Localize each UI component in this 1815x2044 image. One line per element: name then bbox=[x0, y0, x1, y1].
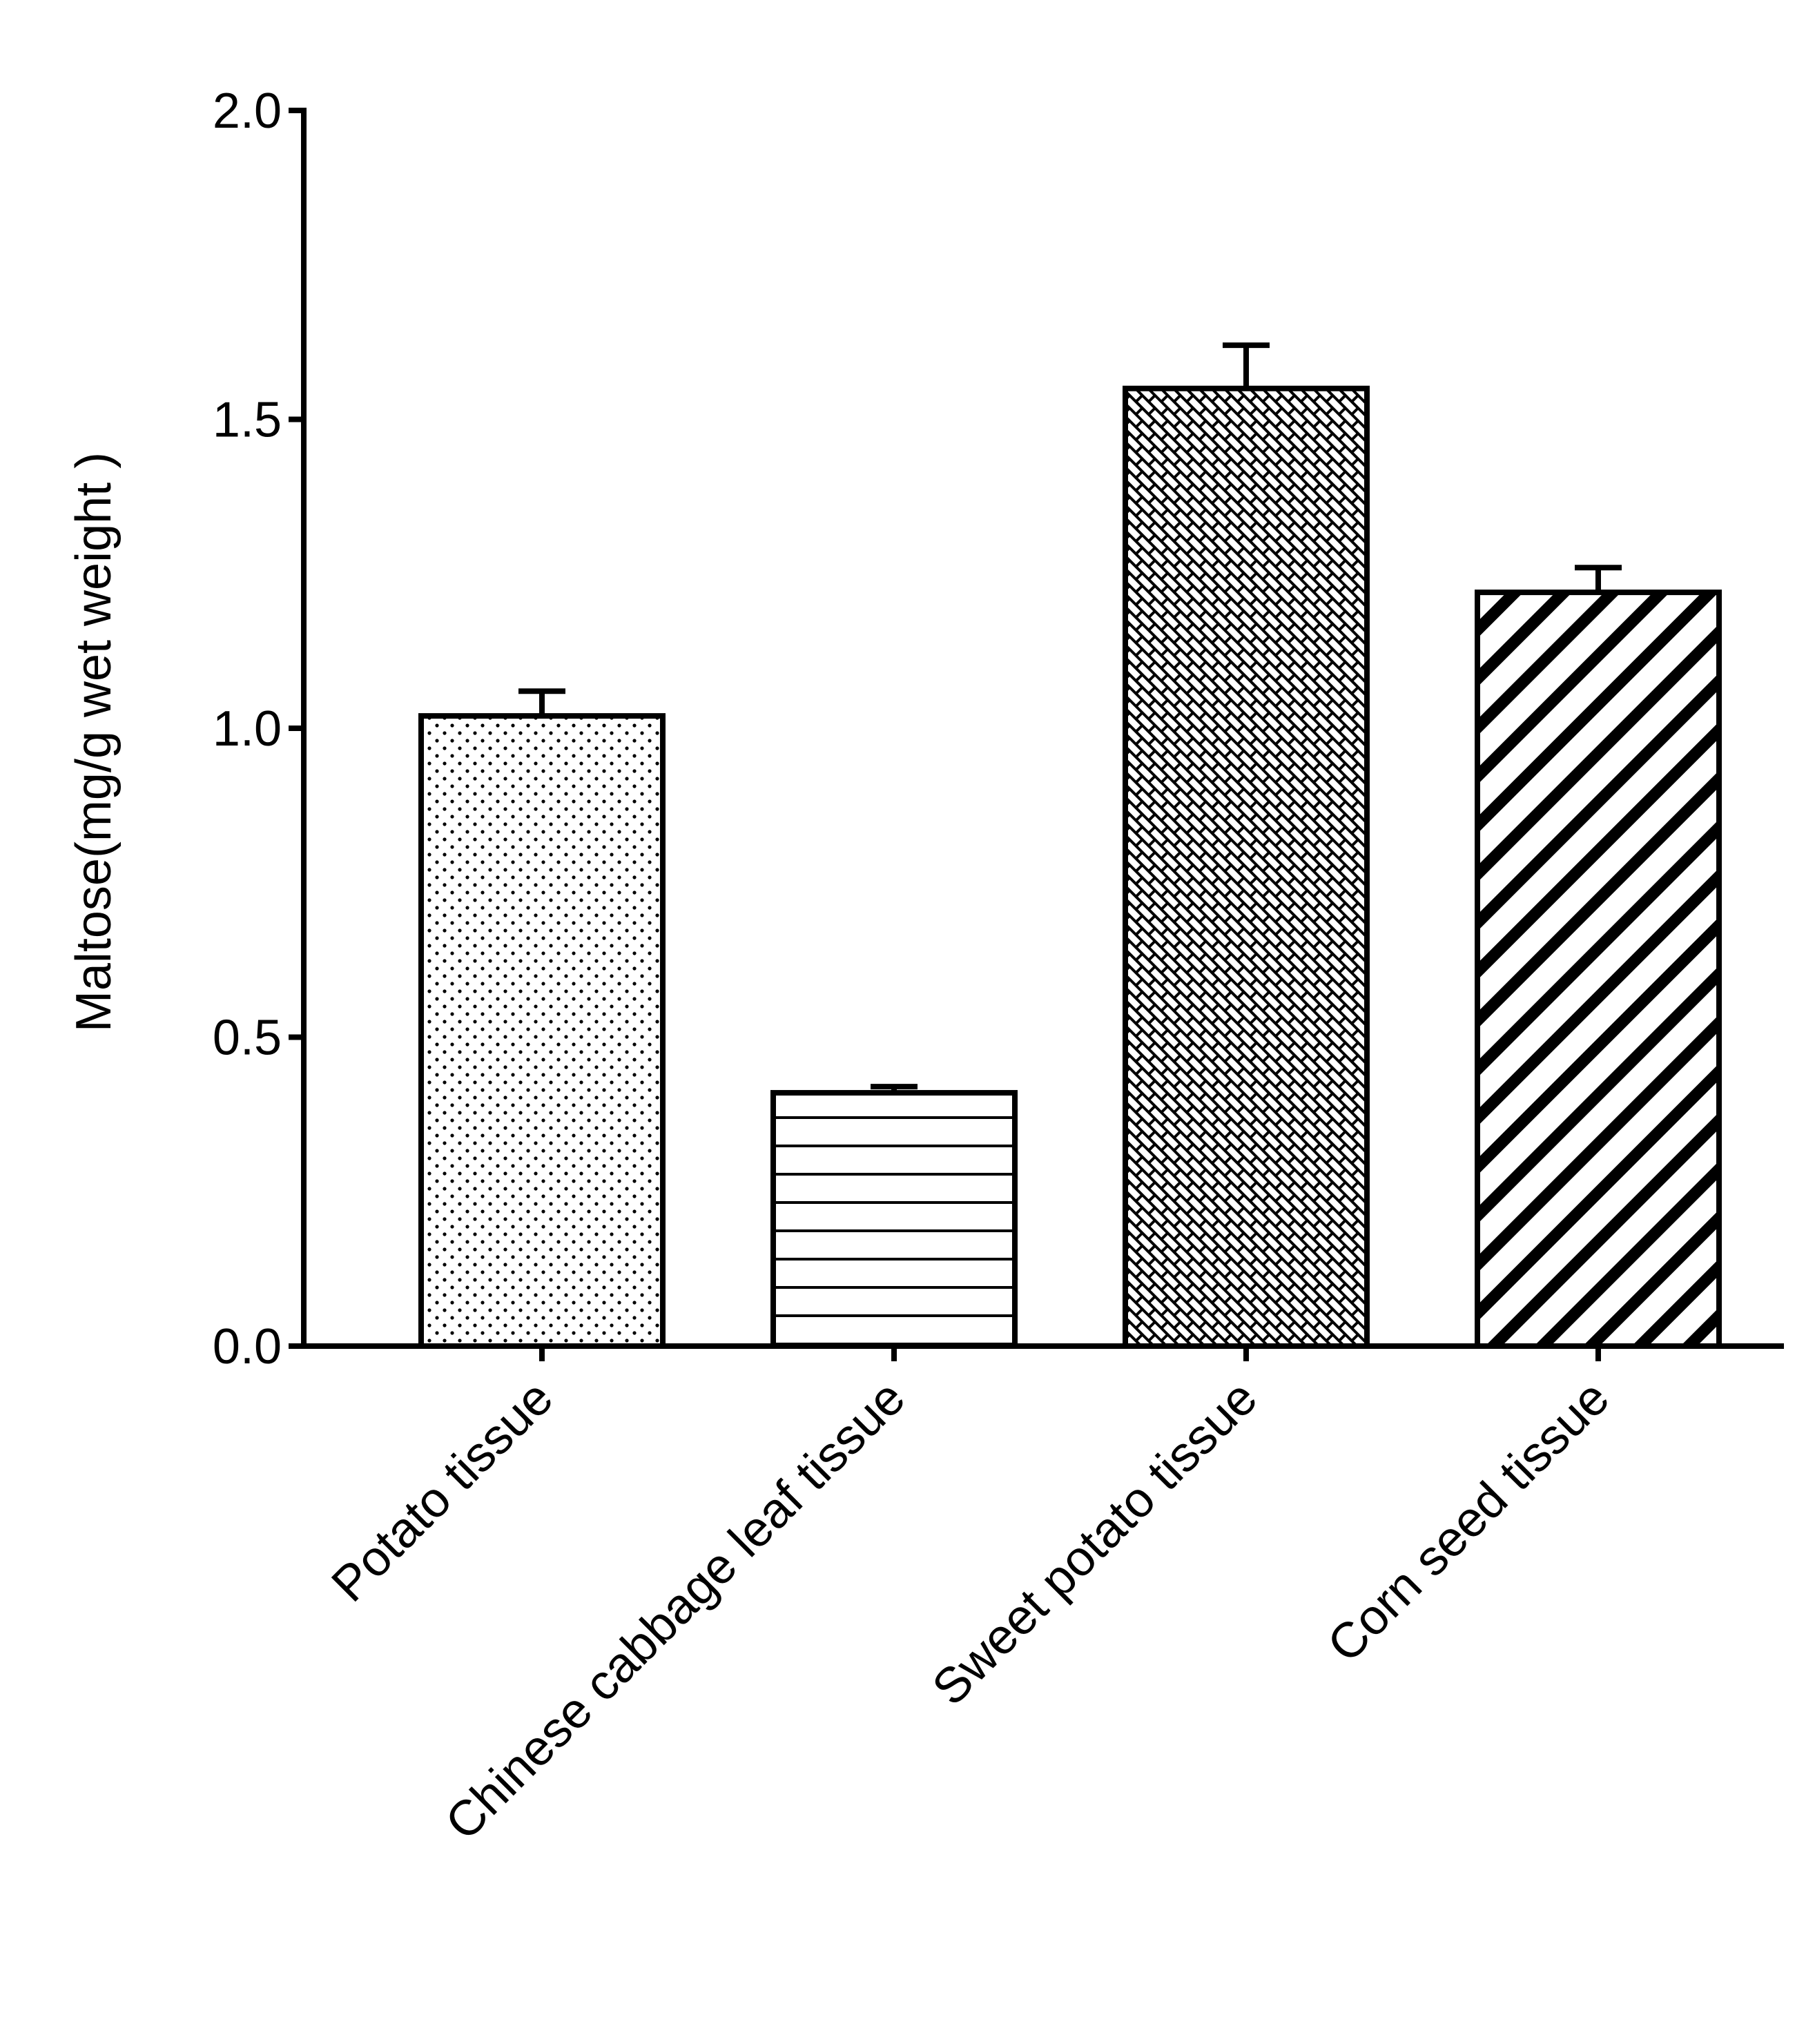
y-axis-title: Maltose(mg/g wet weight ) bbox=[66, 452, 122, 1032]
bar bbox=[1123, 385, 1370, 1349]
x-tick-label: Corn seed tissue bbox=[1317, 1370, 1620, 1673]
y-tick-label: 0.0 bbox=[213, 1319, 282, 1374]
y-tick-label: 2.0 bbox=[213, 84, 282, 139]
y-tick-label: 1.5 bbox=[213, 393, 282, 448]
y-tick-label: 0.5 bbox=[213, 1011, 282, 1066]
x-tick-label: Potato tissue bbox=[321, 1370, 563, 1613]
bar bbox=[1475, 590, 1722, 1349]
y-tick-label: 1.0 bbox=[213, 701, 282, 757]
bars bbox=[418, 342, 1722, 1350]
x-tick-label: Sweet potato tissue bbox=[922, 1370, 1268, 1716]
bar bbox=[770, 1090, 1018, 1350]
bar bbox=[418, 713, 666, 1349]
y-axis-ticks: 0.0 0.5 1.0 1.5 2.0 bbox=[213, 84, 304, 1374]
